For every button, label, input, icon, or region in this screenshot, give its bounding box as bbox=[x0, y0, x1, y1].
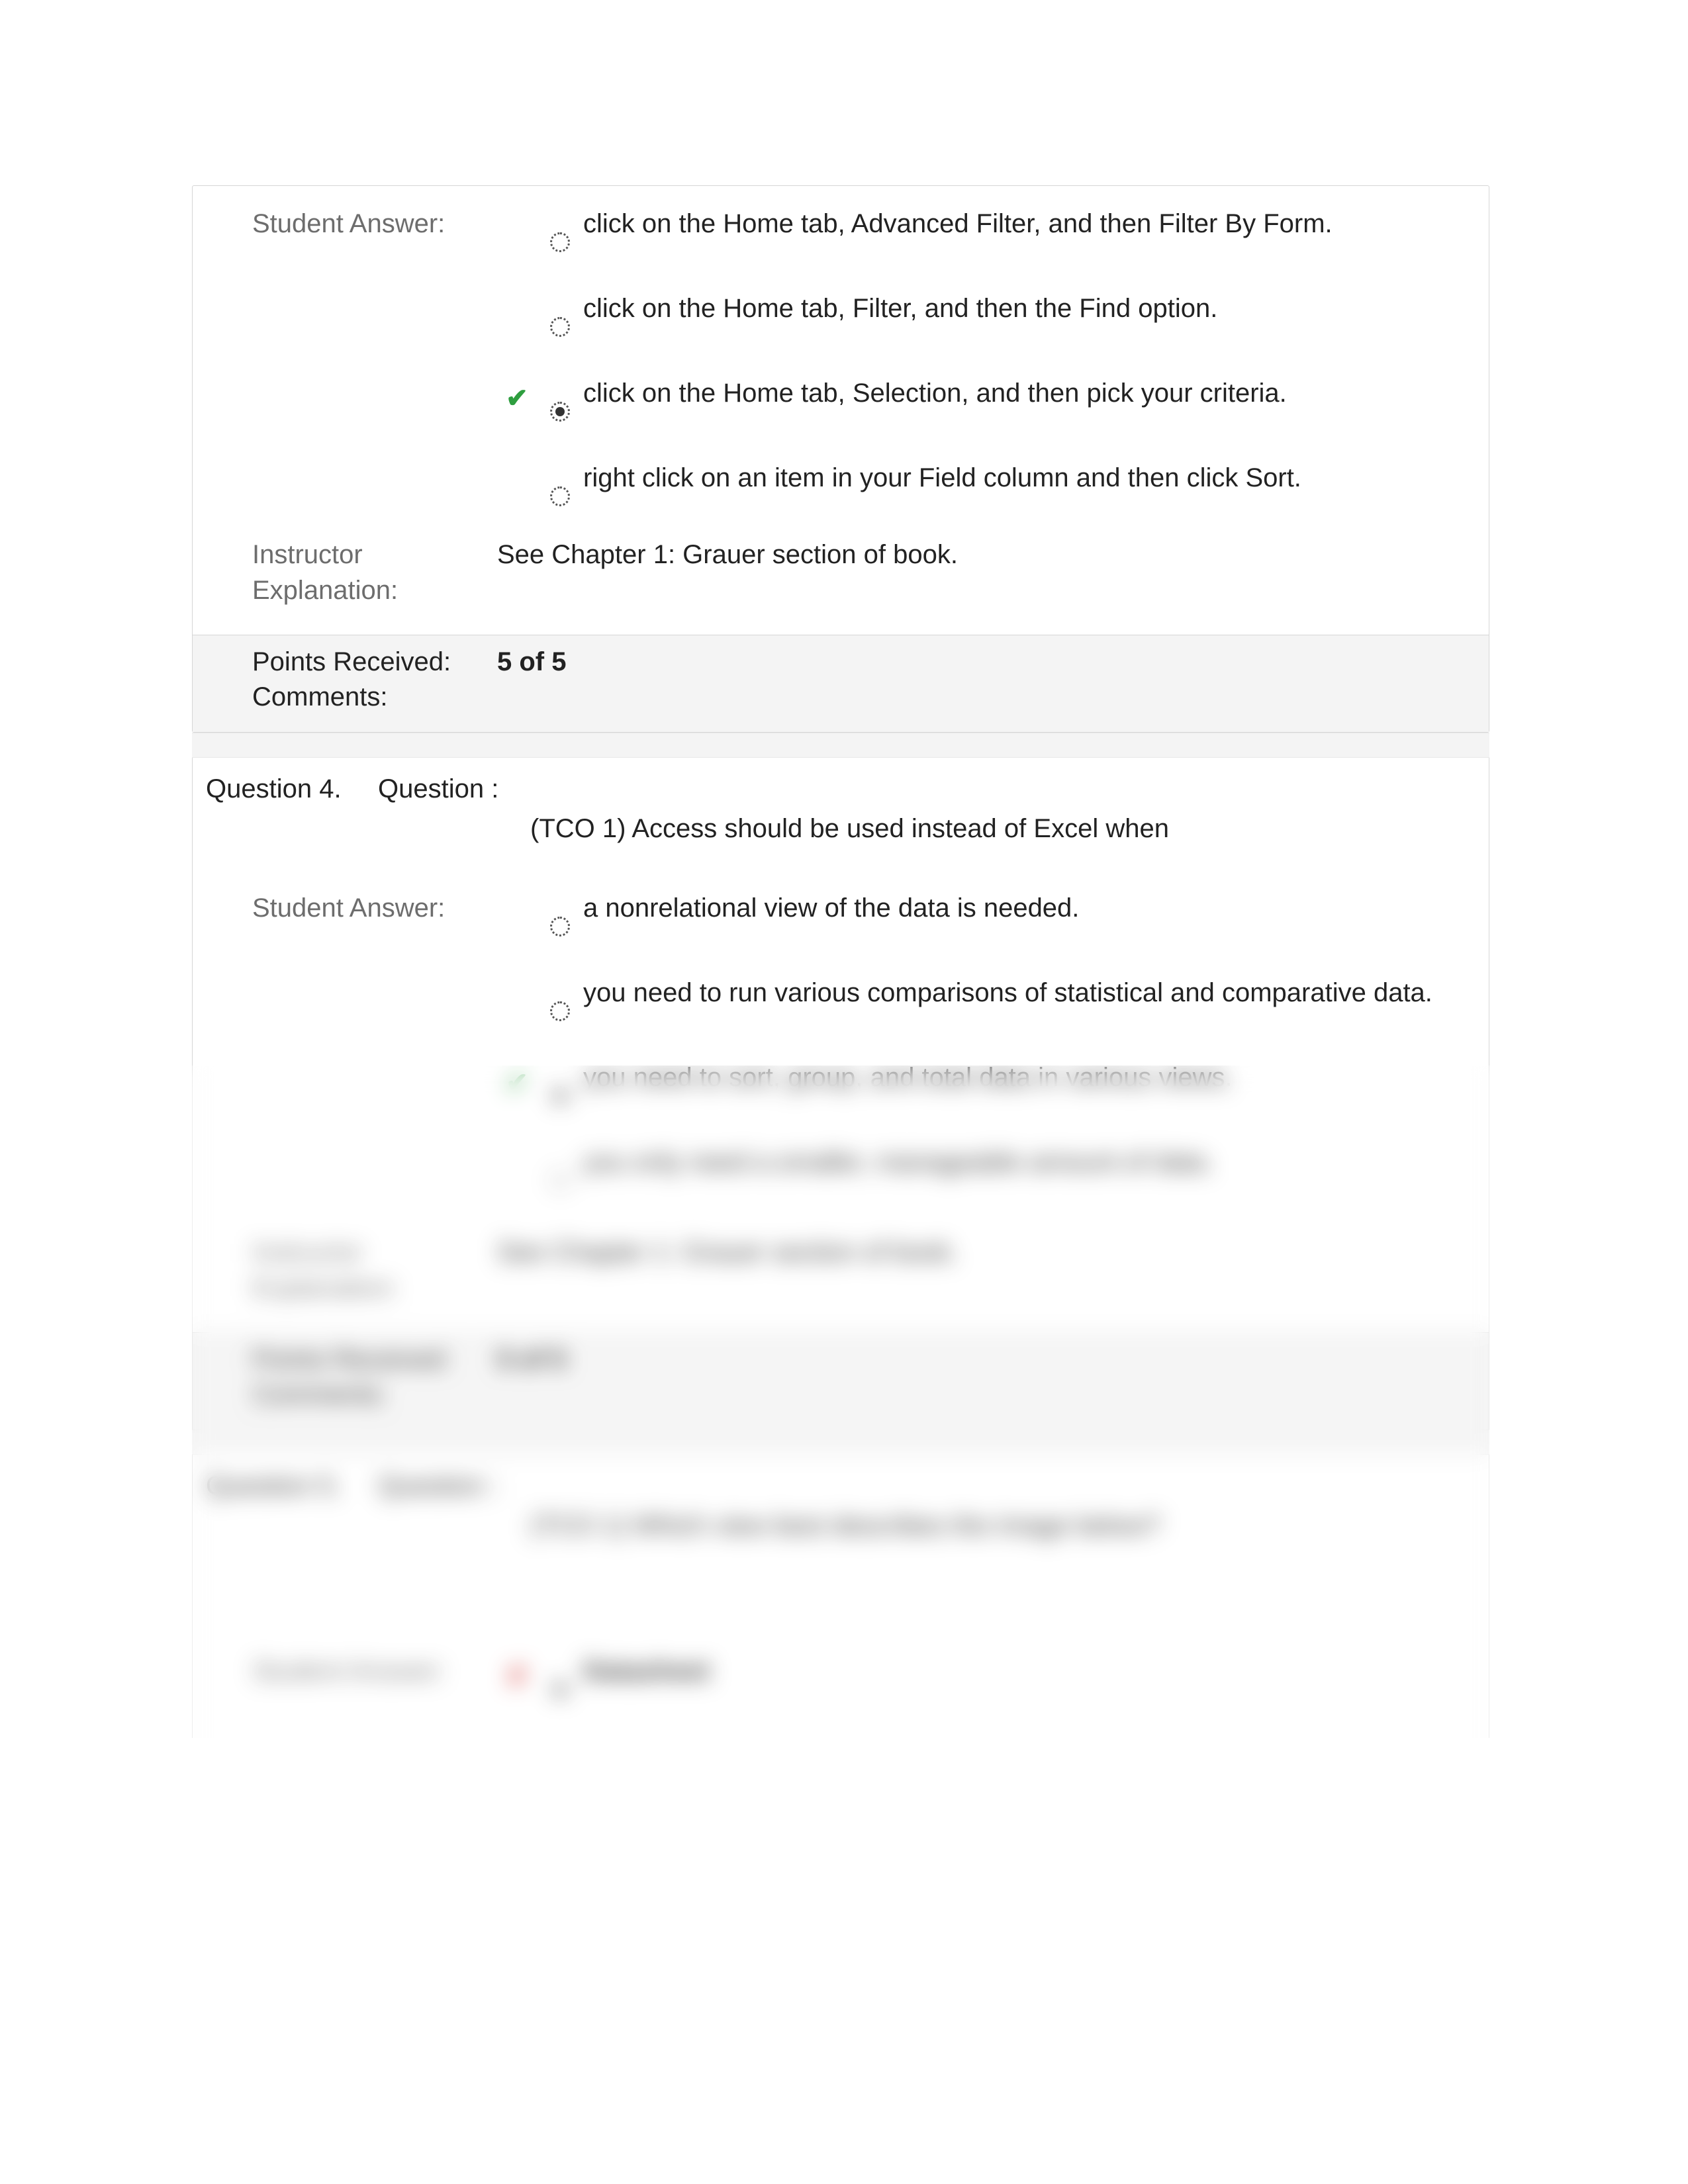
answer-options: click on the Home tab, Advanced Filter, … bbox=[497, 206, 1462, 545]
option-4-text: right click on an item in your Field col… bbox=[583, 460, 1462, 496]
question-4-label: Question : bbox=[378, 774, 530, 804]
instructor-explanation-row: Instructor Explanation: See Chapter 1: G… bbox=[219, 537, 1462, 608]
points-received-value: 5 of 5 bbox=[497, 647, 1462, 677]
question-3-block: Student Answer: click on the Home tab, A… bbox=[192, 185, 1489, 733]
option-1-radio[interactable] bbox=[537, 206, 583, 252]
option-1: a nonrelational view of the data is need… bbox=[497, 890, 1462, 936]
option-1: click on the Home tab, Advanced Filter, … bbox=[497, 206, 1462, 252]
radio-unselected-icon bbox=[550, 232, 570, 252]
option-2: you need to run various comparisons of s… bbox=[497, 975, 1462, 1021]
points-received-row: Points Received: 5 of 5 bbox=[219, 647, 1462, 677]
option-1-mark bbox=[497, 206, 537, 211]
option-4: right click on an item in your Field col… bbox=[497, 460, 1462, 506]
option-1-radio[interactable] bbox=[537, 890, 583, 936]
radio-unselected-icon bbox=[550, 917, 570, 936]
instructor-explanation-label: Instructor Explanation: bbox=[219, 537, 497, 608]
option-2: click on the Home tab, Filter, and then … bbox=[497, 291, 1462, 337]
radio-unselected-icon bbox=[550, 486, 570, 506]
question-4-number: Question 4. bbox=[206, 774, 378, 804]
points-received-label: Points Received: bbox=[219, 647, 497, 677]
radio-unselected-icon bbox=[550, 317, 570, 337]
option-1-text: a nonrelational view of the data is need… bbox=[583, 890, 1462, 926]
option-3: ✔ click on the Home tab, Selection, and … bbox=[497, 375, 1462, 422]
preview-blur-overlay bbox=[192, 1066, 1489, 1992]
option-3-radio[interactable] bbox=[537, 375, 583, 422]
option-2-text: click on the Home tab, Filter, and then … bbox=[583, 291, 1462, 326]
radio-selected-icon bbox=[550, 402, 570, 422]
quiz-page: Student Answer: click on the Home tab, A… bbox=[192, 185, 1489, 1743]
check-icon: ✔ bbox=[506, 381, 528, 416]
option-1-text: click on the Home tab, Advanced Filter, … bbox=[583, 206, 1462, 242]
student-answer-row: Student Answer: click on the Home tab, A… bbox=[219, 206, 1462, 545]
option-2-radio[interactable] bbox=[537, 291, 583, 337]
student-answer-label: Student Answer: bbox=[219, 206, 497, 242]
option-3-text: click on the Home tab, Selection, and th… bbox=[583, 375, 1462, 411]
radio-unselected-icon bbox=[550, 1001, 570, 1021]
question-4-text: (TCO 1) Access should be used instead of… bbox=[530, 774, 1462, 844]
option-2-text: you need to run various comparisons of s… bbox=[583, 975, 1462, 1011]
option-4-mark bbox=[497, 460, 537, 465]
option-1-mark bbox=[497, 890, 537, 895]
option-2-radio[interactable] bbox=[537, 975, 583, 1021]
option-4-radio[interactable] bbox=[537, 460, 583, 506]
question-3-body: Student Answer: click on the Home tab, A… bbox=[193, 186, 1489, 608]
question-3-footer: Points Received: 5 of 5 Comments: bbox=[193, 635, 1489, 732]
question-4-header: Question 4. Question : (TCO 1) Access sh… bbox=[193, 758, 1489, 850]
option-2-mark bbox=[497, 975, 537, 980]
option-3-mark: ✔ bbox=[497, 375, 537, 416]
question-separator bbox=[192, 733, 1489, 758]
comments-label: Comments: bbox=[219, 682, 497, 712]
instructor-explanation-text: See Chapter 1: Grauer section of book. bbox=[497, 537, 1462, 572]
comments-row: Comments: bbox=[219, 682, 1462, 712]
student-answer-label: Student Answer: bbox=[219, 890, 497, 926]
option-2-mark bbox=[497, 291, 537, 296]
